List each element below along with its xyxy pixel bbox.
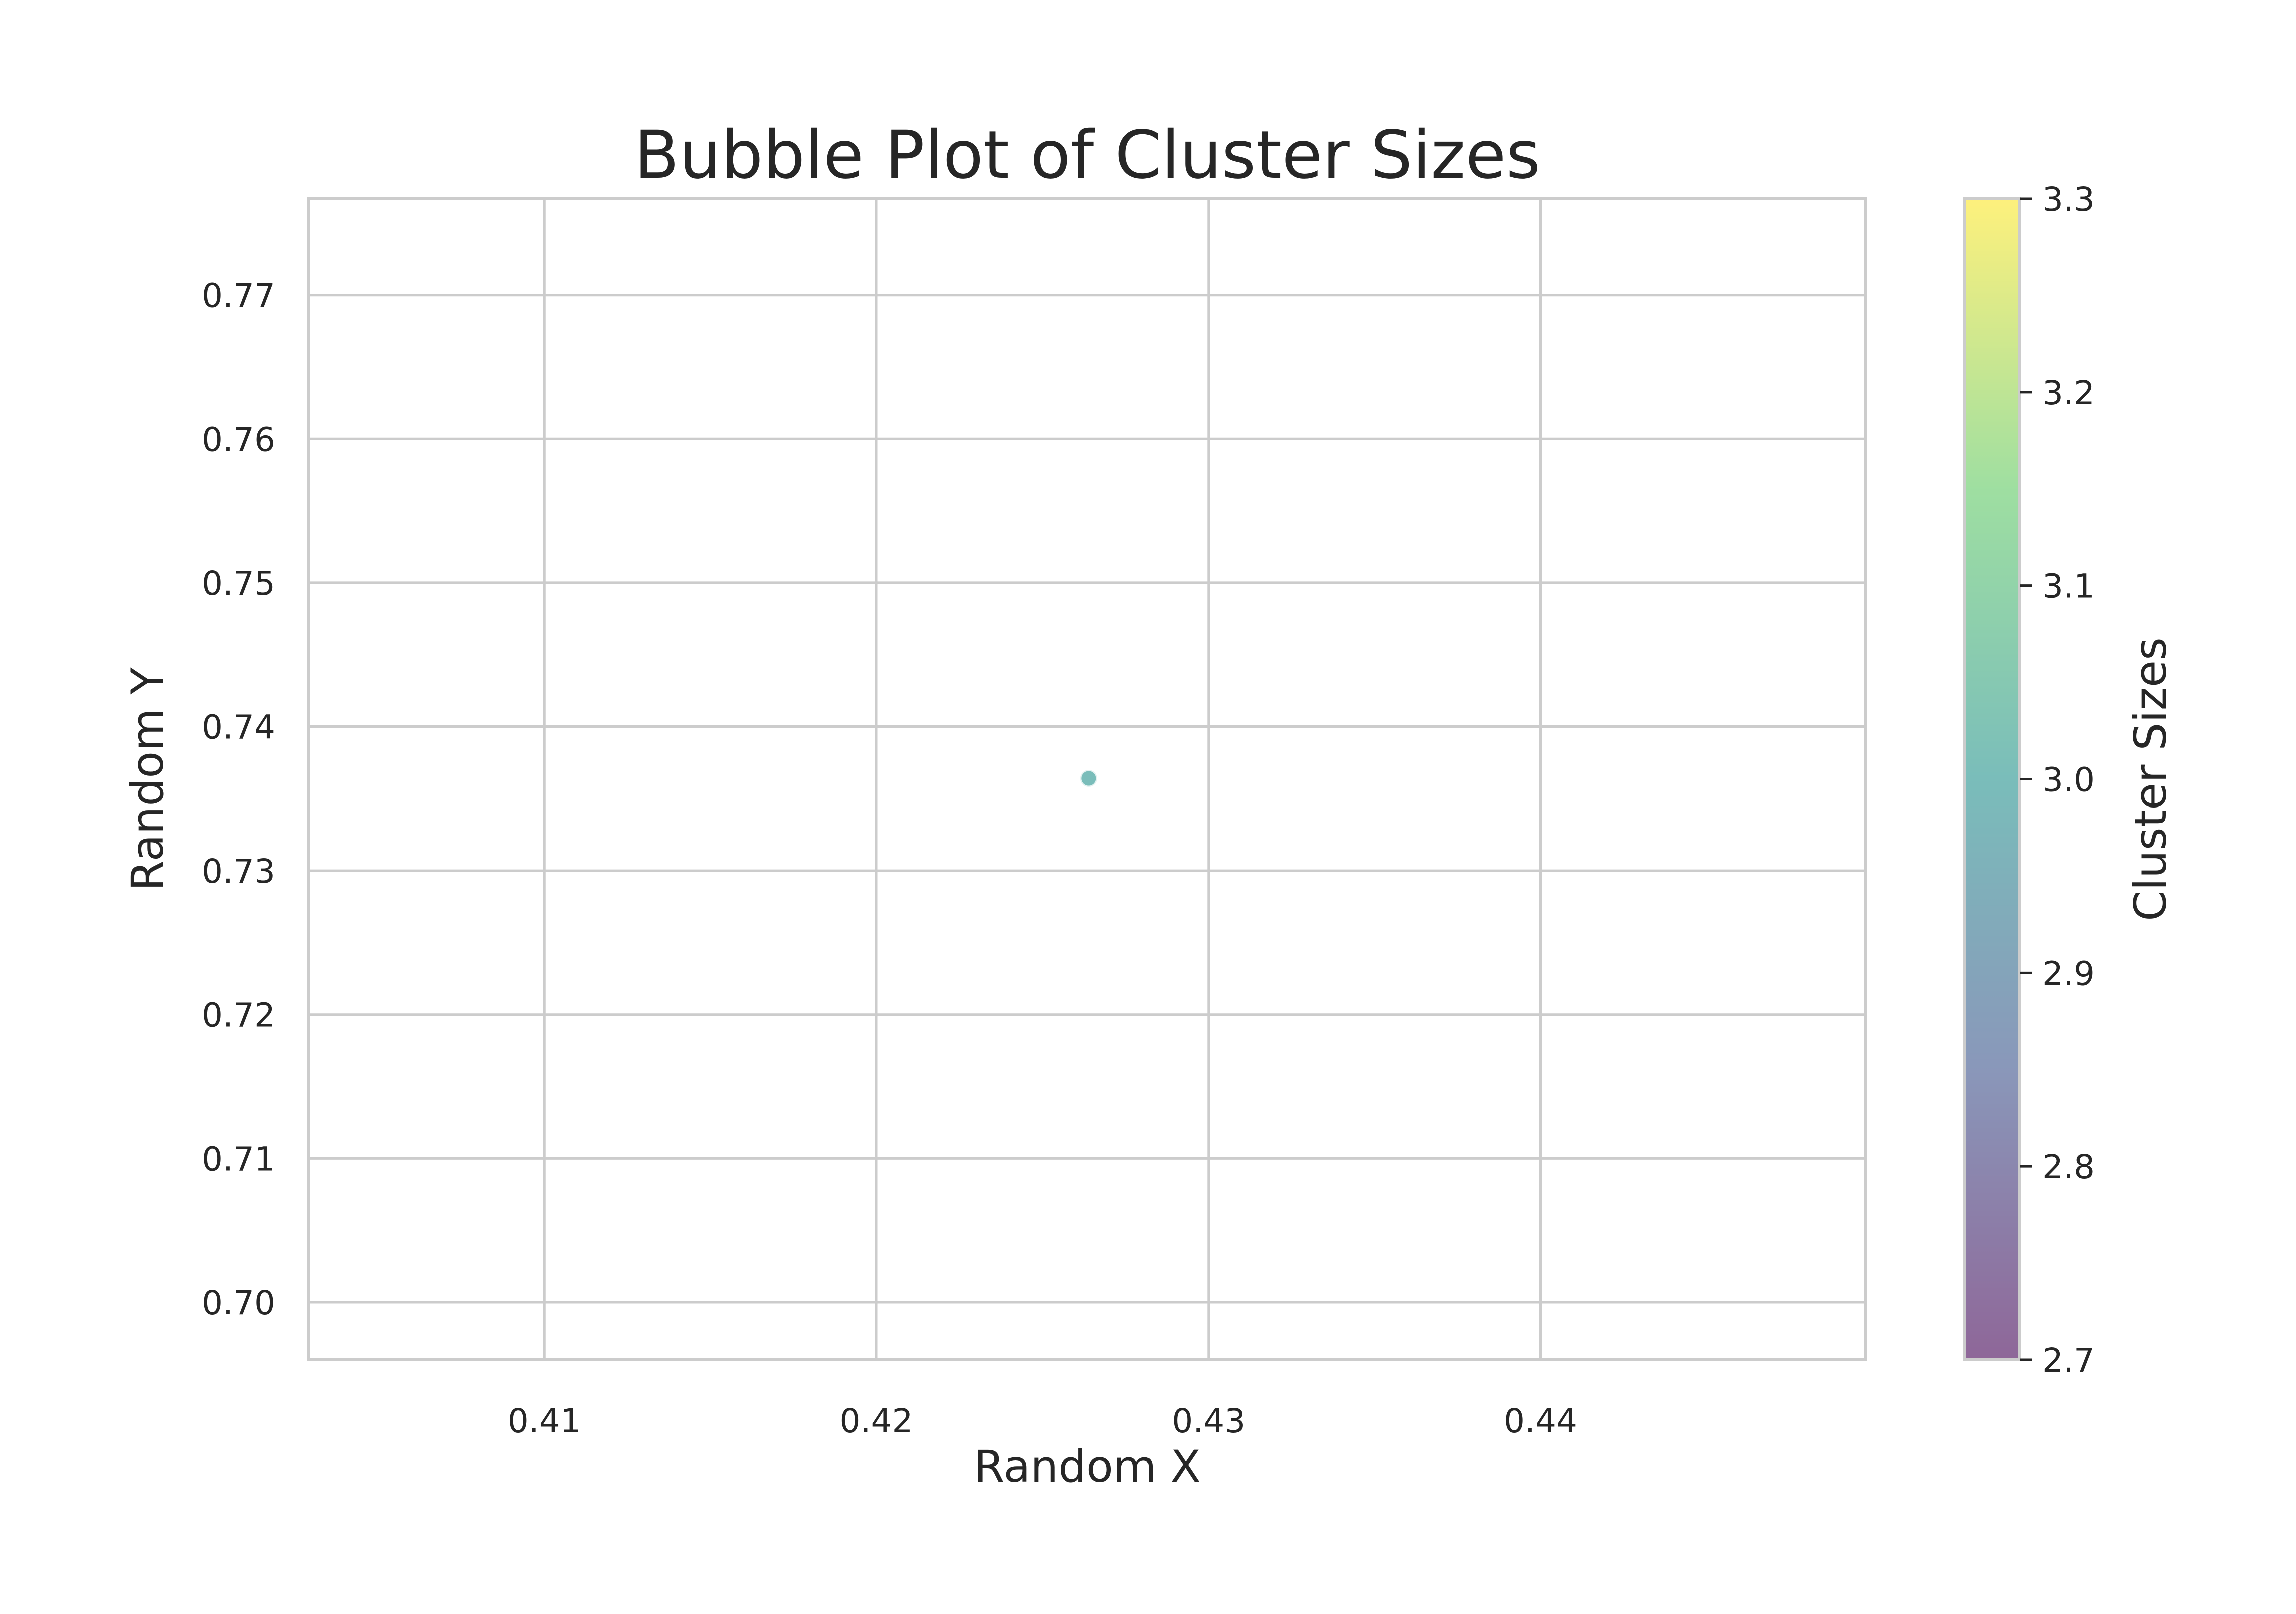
colorbar-tick-label: 3.0: [2042, 761, 2095, 799]
colorbar-label: Cluster Sizes: [2125, 637, 2176, 921]
y-tick-label: 0.72: [202, 996, 275, 1035]
colorbar-tick-label: 2.7: [2042, 1341, 2095, 1380]
y-tick-label: 0.76: [202, 420, 275, 459]
colorbar-tick-label: 2.9: [2042, 954, 2095, 993]
y-tick-label: 0.77: [202, 277, 275, 315]
colorbar-tick-label: 3.3: [2042, 180, 2095, 219]
y-tick-label: 0.74: [202, 708, 275, 747]
x-axis-label: Random X: [974, 1441, 1201, 1492]
plot-area: 0.41 0.42 0.43 0.44 0.70 0.71 0.72 0.73 0.74 0.75…: [202, 197, 1867, 1440]
colorbar: 2.7 2.8 2.9 3.0 3.1 3.2 3.3: [1963, 180, 2095, 1380]
y-axis-label: Random Y: [122, 667, 173, 891]
x-tick-label: 0.42: [840, 1402, 913, 1440]
plot-frame: [307, 197, 1867, 1361]
y-tick-label: 0.75: [202, 564, 275, 603]
x-tick-label: 0.43: [1172, 1402, 1245, 1440]
colorbar-tick-label: 3.2: [2042, 374, 2095, 412]
colorbar-tick-label: 3.1: [2042, 567, 2095, 606]
x-tick-label: 0.44: [1504, 1402, 1577, 1440]
y-tick-label: 0.71: [202, 1140, 275, 1178]
y-tick-label: 0.70: [202, 1284, 275, 1322]
data-point: [1079, 768, 1099, 788]
y-tick-label: 0.73: [202, 852, 275, 891]
chart-title: Bubble Plot of Cluster Sizes: [634, 117, 1541, 194]
x-tick-label: 0.41: [508, 1402, 581, 1440]
colorbar-gradient: [1964, 199, 2020, 1360]
colorbar-tick-label: 2.8: [2042, 1148, 2095, 1186]
